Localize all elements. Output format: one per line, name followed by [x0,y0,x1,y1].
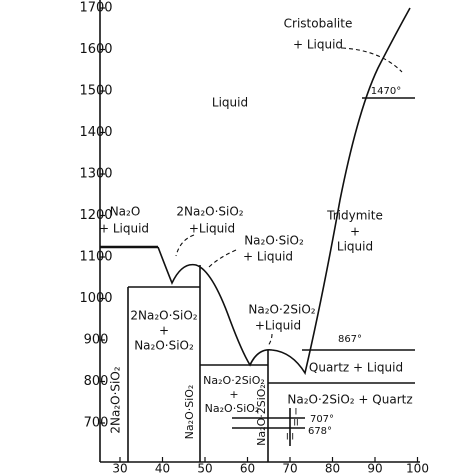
region-label: Quartz + Liquid [309,361,403,375]
region-label: Liquid [337,240,373,254]
compound-label: Na₂O·2SiO₂ [255,384,268,446]
x-tick-label: 30 [112,462,127,474]
region-label: Na₂O·SiO₂ [134,339,194,353]
region-label: + Liquid [293,38,343,52]
region-label: Na₂O·2SiO₂ [248,303,315,317]
temp-label: 867° [338,334,362,345]
x-tick-label: 40 [155,462,170,474]
region-label: + [229,388,238,401]
y-tick-label: 1400 [79,125,112,140]
x-tick-label: 80 [325,462,340,474]
y-tick-label: 1200 [79,208,112,223]
region-label: + [350,225,360,239]
x-tick-label: 100 [406,462,429,474]
y-tick-label: 800 [84,374,109,389]
field-label: II [293,419,298,429]
region-label: Na₂O·SiO₂ [205,402,260,415]
pointer [267,333,273,347]
region-label: 2Na₂O·SiO₂ [176,205,243,219]
compound-label: Na₂O·SiO₂ [183,385,196,440]
region-label: + Liquid [243,250,293,264]
temp-label: 678° [308,426,332,437]
region-label: 2Na₂O·SiO₂ [130,309,197,323]
temp-label: 707° [310,414,334,425]
y-tick-label: 900 [84,333,109,348]
region-label: + Liquid [99,222,149,236]
x-tick-label: 50 [197,462,212,474]
region-label: Cristobalite [284,17,353,31]
x-tick-label: 60 [240,462,255,474]
y-tick-label: 1000 [79,291,112,306]
region-label: + [159,324,169,338]
y-tick-label: 1700 [79,1,112,16]
temp-label: 1470° [371,86,401,97]
region-label: Na₂O·SiO₂ [244,234,304,248]
field-label: I [295,408,298,418]
region-label: +Liquid [255,319,301,333]
pointer [207,249,237,269]
region-label: Liquid [212,96,248,110]
y-tick-label: 1500 [79,84,112,99]
field-label: III [286,433,294,443]
x-tick-label: 90 [367,462,382,474]
region-label: Tridymite [326,209,383,223]
region-label: +Liquid [189,222,235,236]
region-label: Na₂O·2SiO₂ + Quartz [287,393,412,407]
y-tick-label: 1600 [79,42,112,57]
y-tick-label: 1100 [79,250,112,265]
region-label: Na₂O·2SiO₂ [203,374,265,387]
y-tick-label: 1300 [79,167,112,182]
compound-label: 2Na₂O·SiO₂ [109,366,123,433]
liquidus [157,7,411,376]
pointer [175,234,195,257]
region-label: Na₂O [110,205,141,219]
pointer [341,47,403,73]
y-tick-label: 700 [84,416,109,431]
x-tick-label: 70 [282,462,297,474]
